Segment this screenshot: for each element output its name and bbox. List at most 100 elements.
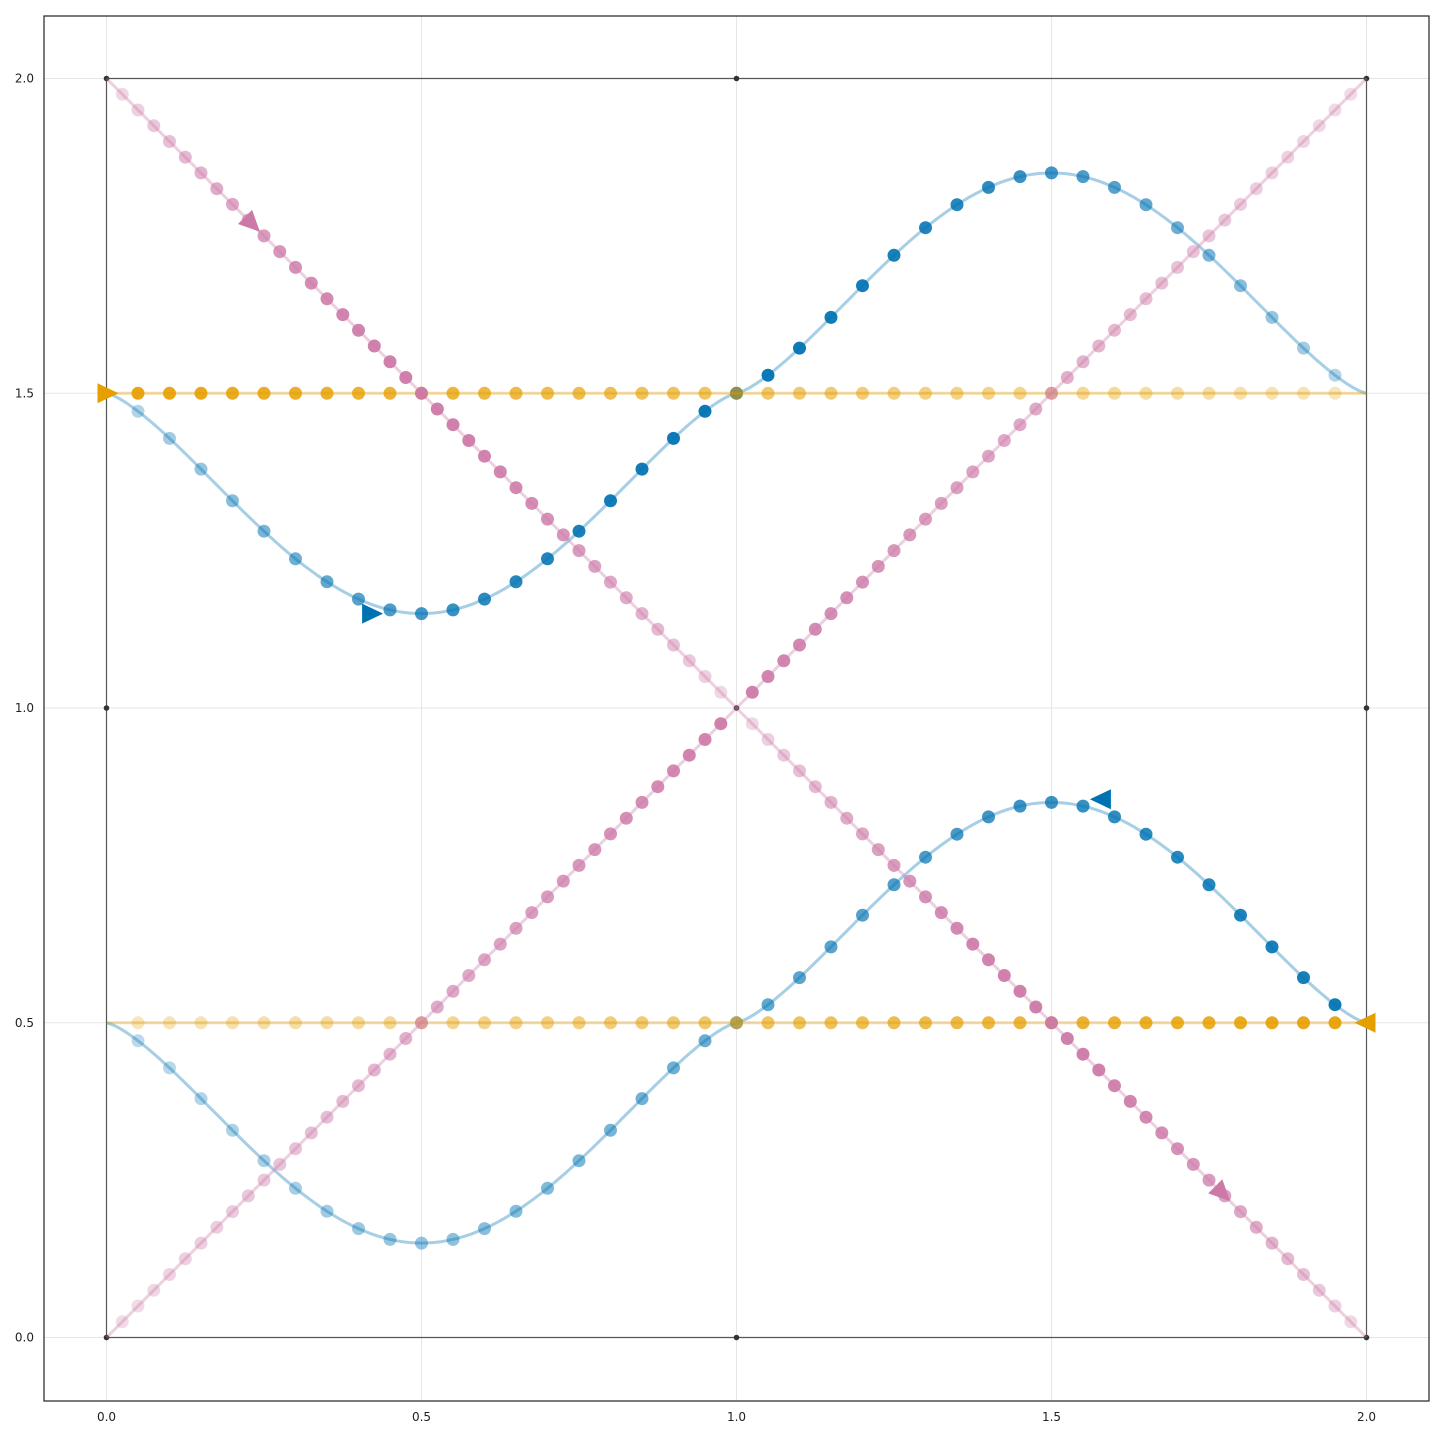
data-point-305 (1249, 182, 1263, 196)
data-point-281 (871, 559, 885, 573)
data-point-51 (509, 575, 523, 589)
data-point-206 (919, 890, 932, 904)
data-point-275 (777, 654, 791, 668)
data-point-255 (446, 984, 460, 998)
data-point-296 (1108, 323, 1121, 337)
data-point-21 (793, 971, 806, 985)
data-point-175 (415, 386, 428, 400)
data-point-311 (1344, 87, 1358, 101)
data-point-204 (887, 858, 901, 872)
data-point-304 (1234, 197, 1247, 211)
data-point-254 (430, 1000, 444, 1014)
data-point-229 (1281, 1252, 1295, 1266)
data-point-93 (604, 386, 617, 400)
data-point-132 (856, 1016, 869, 1030)
direction-marker-blue-1 (1089, 789, 1111, 810)
data-point-216 (1076, 1047, 1090, 1061)
data-point-149 (320, 1016, 334, 1030)
data-point-297 (1123, 308, 1137, 322)
data-point-109 (1108, 386, 1121, 400)
data-point-272 (714, 717, 728, 731)
data-point-172 (367, 339, 381, 353)
data-point-179 (478, 449, 491, 463)
data-point-169 (320, 292, 334, 306)
data-point-28 (1013, 799, 1027, 813)
data-point-82 (257, 386, 271, 400)
data-point-22 (824, 940, 838, 954)
data-point-154 (163, 1016, 176, 1030)
data-point-133 (824, 1016, 838, 1030)
direction-marker-orange-3 (1354, 1012, 1376, 1033)
data-point-231 (1312, 1283, 1326, 1297)
data-point-23 (856, 908, 869, 922)
data-point-197 (777, 748, 791, 762)
data-point-167 (289, 260, 302, 274)
data-point-189 (635, 607, 649, 621)
data-point-143 (509, 1016, 523, 1030)
data-point-145 (446, 1016, 460, 1030)
data-point-138 (667, 1016, 680, 1030)
data-point-203 (871, 843, 885, 857)
data-point-207 (934, 906, 948, 920)
data-point-285 (934, 496, 948, 510)
data-point-268 (651, 780, 665, 794)
data-point-232 (1328, 1299, 1342, 1313)
data-point-108 (1076, 386, 1090, 400)
data-point-60 (793, 341, 806, 355)
frame-node-6 (103, 75, 110, 82)
data-point-213 (1029, 1000, 1043, 1014)
data-point-209 (966, 937, 980, 951)
data-point-4 (257, 1154, 271, 1168)
data-point-49 (446, 603, 460, 617)
frame-node-8 (1363, 75, 1370, 82)
y-tick-label: 2.0 (15, 72, 34, 86)
data-point-284 (919, 512, 932, 526)
data-point-131 (887, 1016, 901, 1030)
frame-node-2 (1363, 1334, 1370, 1341)
data-point-43 (257, 524, 271, 538)
data-point-310 (1328, 103, 1342, 117)
data-point-290 (1013, 418, 1027, 432)
data-point-302 (1202, 229, 1216, 243)
plot-area-border (43, 15, 1430, 1402)
data-point-287 (966, 465, 980, 479)
data-point-42 (226, 494, 239, 508)
data-point-147 (383, 1016, 397, 1030)
data-point-200 (824, 795, 838, 809)
data-point-262 (556, 874, 570, 888)
data-point-106 (1013, 386, 1027, 400)
data-point-34 (1202, 878, 1216, 892)
data-point-180 (493, 465, 507, 479)
data-point-307 (1281, 150, 1295, 164)
data-point-210 (982, 953, 995, 967)
data-point-301 (1186, 245, 1200, 259)
data-point-293 (1060, 371, 1074, 384)
data-point-277 (808, 622, 822, 636)
data-point-12 (509, 1204, 523, 1218)
data-point-278 (824, 607, 838, 621)
data-point-64 (919, 221, 932, 235)
data-point-48 (415, 607, 428, 621)
x-tick-label: 0.0 (97, 1410, 116, 1424)
data-point-50 (478, 592, 491, 606)
data-point-13 (541, 1181, 554, 1195)
data-point-208 (950, 921, 964, 935)
data-point-239 (194, 1236, 208, 1250)
data-point-199 (808, 780, 822, 794)
data-point-234 (115, 1315, 129, 1329)
data-point-134 (793, 1016, 806, 1030)
data-point-282 (887, 544, 901, 558)
data-point-40 (163, 431, 176, 445)
data-point-68 (1045, 166, 1058, 180)
data-point-176 (430, 402, 444, 416)
data-point-129 (950, 1016, 964, 1030)
data-point-5 (289, 1181, 302, 1195)
data-point-195 (745, 717, 759, 731)
data-point-171 (352, 323, 365, 337)
data-point-185 (572, 544, 586, 558)
data-point-122 (1171, 1016, 1184, 1030)
data-point-47 (383, 603, 397, 617)
data-point-257 (478, 953, 491, 967)
data-point-165 (257, 229, 271, 243)
